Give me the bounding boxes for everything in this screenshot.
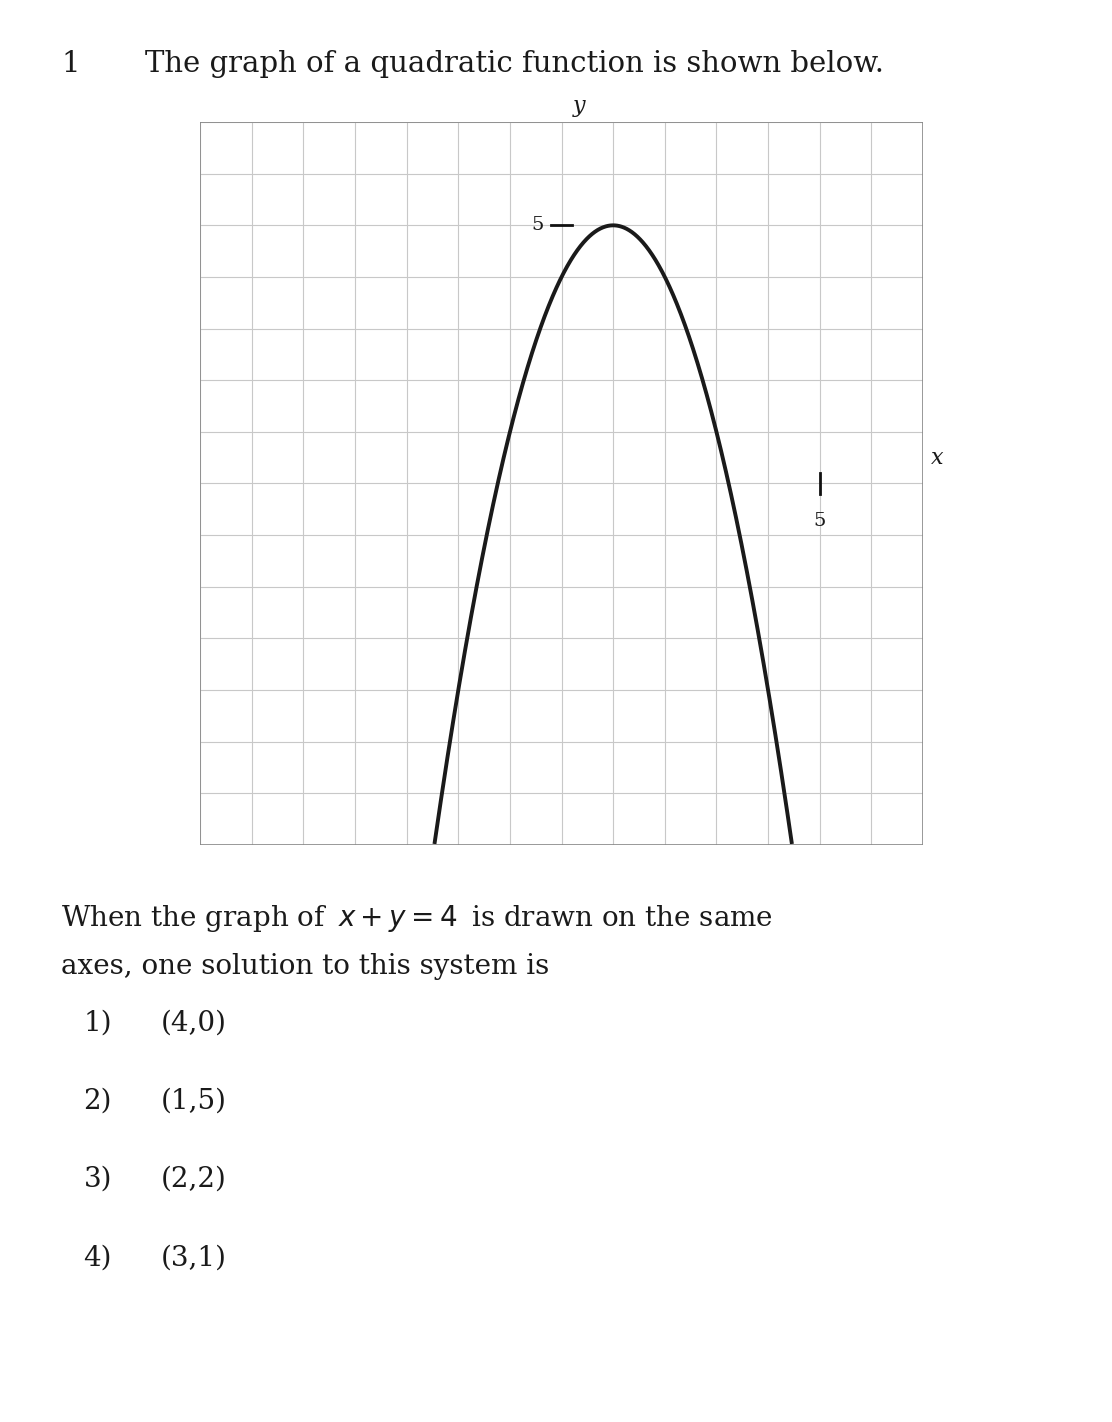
Text: 3): 3)	[83, 1166, 112, 1193]
Text: 1: 1	[61, 50, 80, 78]
Text: (4,0): (4,0)	[161, 1010, 227, 1037]
Text: 4): 4)	[83, 1244, 112, 1271]
Text: 5: 5	[814, 512, 826, 530]
Text: (2,2): (2,2)	[161, 1166, 227, 1193]
Text: The graph of a quadratic function is shown below.: The graph of a quadratic function is sho…	[145, 50, 884, 78]
Text: (3,1): (3,1)	[161, 1244, 227, 1271]
Text: 2): 2)	[83, 1088, 112, 1115]
Text: When the graph of  $x + y = 4$  is drawn on the same: When the graph of $x + y = 4$ is drawn o…	[61, 903, 773, 934]
Text: 1): 1)	[83, 1010, 112, 1037]
Text: 5: 5	[532, 216, 544, 235]
Text: (1,5): (1,5)	[161, 1088, 227, 1115]
Text: x: x	[931, 447, 943, 469]
Text: axes, one solution to this system is: axes, one solution to this system is	[61, 953, 549, 980]
Text: y: y	[574, 95, 586, 117]
